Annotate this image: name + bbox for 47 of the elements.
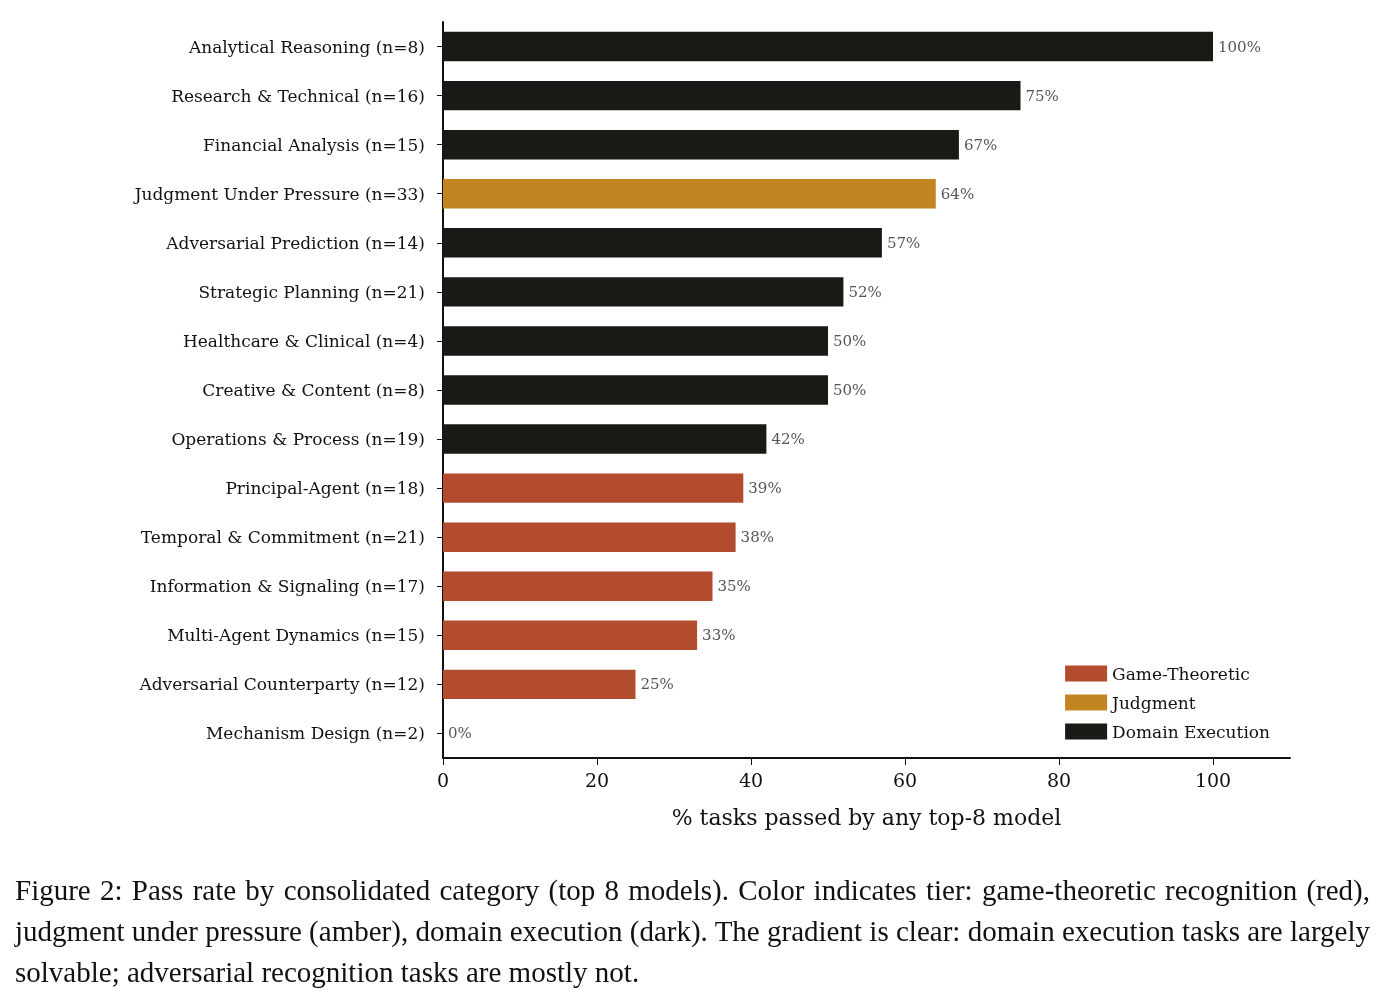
legend-label: Game-Theoretic [1112, 663, 1250, 684]
data-label: 42% [771, 430, 805, 449]
y-tick-label: Research & Technical (n=16) [171, 85, 425, 106]
data-label: 100% [1218, 37, 1261, 56]
data-label: 67% [963, 135, 998, 154]
x-tick-label: 20 [584, 768, 610, 791]
data-label: 33% [702, 626, 736, 645]
y-tick-label: Temporal & Commitment (n=21) [140, 527, 425, 548]
data-label: 50% [833, 381, 867, 399]
bar [443, 669, 636, 700]
data-label: 52% [848, 282, 882, 301]
y-tick-label: Adversarial Counterparty (n=12) [138, 674, 425, 695]
bar [443, 179, 936, 209]
data-label: 25% [640, 675, 674, 694]
x-tick-label: 100 [1194, 768, 1232, 791]
x-tick-label: 60 [892, 768, 918, 791]
data-label: 64% [940, 184, 975, 203]
bar [443, 571, 713, 601]
y-tick-label: Strategic Planning (n=21) [198, 281, 425, 302]
y-tick-label: Mechanism Design (n=2) [205, 723, 425, 744]
bar [443, 522, 736, 552]
y-tick-label: Information & Signaling (n=17) [149, 576, 425, 597]
bar [443, 473, 744, 503]
data-label: 50% [833, 331, 867, 350]
y-tick-label: Financial Analysis (n=15) [203, 134, 425, 155]
x-tick-label: 0 [436, 768, 450, 791]
legend-label: Judgment [1110, 692, 1196, 713]
y-tick-label: Creative & Content (n=8) [202, 380, 425, 400]
y-tick-label: Operations & Process (n=19) [171, 429, 425, 450]
caption: Figure 2: Pass rate by consolidated category (top 8 models). Color indicates tier: game-theoretic recognition (red), judgment under pressure (amber), domain execution (dark). The gradient is clear: domain execution tasks are largely solvable; adversarial recognition tasks are mostly not. [15, 873, 1370, 990]
data-label: 57% [886, 233, 921, 252]
y-tick-label: Analytical Reasoning (n=8) [187, 36, 425, 57]
y-tick-label: Multi-Agent Dynamics (n=15) [167, 625, 425, 646]
x-tick-label: 40 [738, 768, 764, 791]
bar [443, 620, 698, 651]
y-tick-label: Judgment Under Pressure (n=33) [132, 183, 425, 204]
y-tick-label: Healthcare & Clinical (n=4) [182, 330, 425, 351]
data-label: 75% [1025, 86, 1059, 105]
data-label: 39% [748, 479, 782, 498]
legend-label: Domain Execution [1112, 721, 1271, 742]
data-label: 38% [740, 528, 774, 547]
y-tick-label: Principal-Agent (n=18) [225, 478, 425, 499]
y-tick-label: Adversarial Prediction (n=14) [165, 232, 425, 253]
data-label: 35% [717, 577, 751, 596]
x-tick-label: 80 [1046, 768, 1072, 791]
data-label: 0% [448, 724, 472, 743]
x-axis-title: % tasks passed by any top-8 model [671, 804, 1062, 830]
